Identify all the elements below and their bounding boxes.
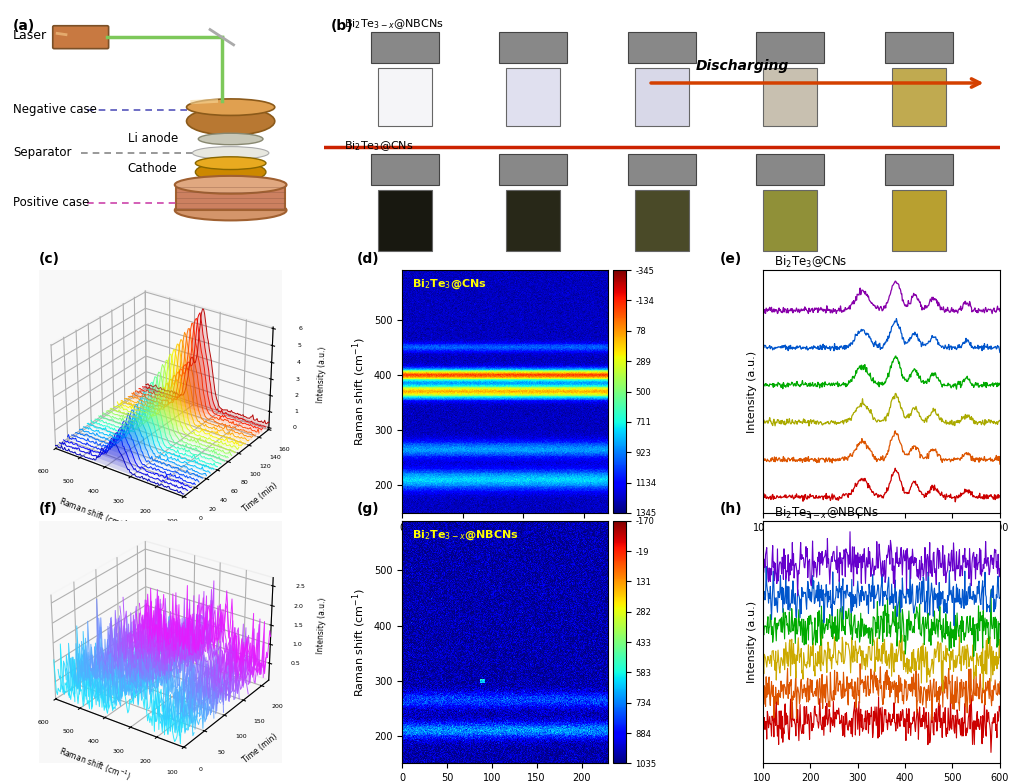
Text: Bi$_2$Te$_{3-x}$@NBCNs: Bi$_2$Te$_{3-x}$@NBCNs — [412, 529, 519, 542]
Text: (g): (g) — [357, 503, 380, 517]
Text: (b): (b) — [330, 20, 352, 34]
Y-axis label: Raman shift (cm$^{-1}$): Raman shift (cm$^{-1}$) — [350, 587, 369, 697]
Ellipse shape — [187, 107, 275, 135]
FancyBboxPatch shape — [53, 26, 109, 49]
Bar — [378, 190, 432, 251]
Bar — [628, 154, 696, 185]
Text: (d): (d) — [357, 252, 380, 266]
Bar — [764, 190, 817, 251]
Bar — [634, 190, 689, 251]
Bar — [892, 190, 945, 251]
Bar — [885, 32, 952, 63]
Text: Bi$_2$Te$_{3-x}$@NBCNs: Bi$_2$Te$_{3-x}$@NBCNs — [775, 504, 880, 521]
Bar — [378, 67, 432, 126]
Y-axis label: Raman shift (cm$^{-1}$): Raman shift (cm$^{-1}$) — [350, 337, 369, 446]
Bar — [499, 32, 567, 63]
Bar — [506, 67, 561, 126]
Bar — [756, 32, 824, 63]
Text: (h): (h) — [720, 503, 742, 517]
X-axis label: Raman shift (cm$^{-1}$): Raman shift (cm$^{-1}$) — [826, 538, 936, 556]
Ellipse shape — [198, 133, 263, 145]
Bar — [892, 67, 945, 126]
Ellipse shape — [193, 146, 269, 160]
X-axis label: Raman shift (cm$^{-1}$): Raman shift (cm$^{-1}$) — [58, 494, 132, 533]
Bar — [506, 190, 561, 251]
Ellipse shape — [175, 176, 287, 193]
Text: Positive case: Positive case — [13, 196, 90, 209]
Bar — [634, 67, 689, 126]
Bar — [756, 154, 824, 185]
Text: Cathode: Cathode — [127, 162, 178, 175]
Text: Bi$_2$Te$_3$@CNs: Bi$_2$Te$_3$@CNs — [343, 139, 413, 153]
Text: Discharging: Discharging — [696, 60, 789, 74]
Text: (a): (a) — [13, 20, 35, 34]
Ellipse shape — [195, 157, 266, 170]
Bar — [885, 154, 952, 185]
X-axis label: Time (min): Time (min) — [475, 538, 535, 548]
Text: Laser: Laser — [13, 30, 47, 42]
Bar — [371, 32, 438, 63]
Text: Bi$_2$Te$_3$@CNs: Bi$_2$Te$_3$@CNs — [412, 278, 487, 291]
Ellipse shape — [195, 162, 266, 182]
Text: Bi$_2$Te$_{3-x}$@NBCNs: Bi$_2$Te$_{3-x}$@NBCNs — [343, 17, 443, 31]
Text: Li anode: Li anode — [127, 132, 178, 146]
Bar — [371, 154, 438, 185]
Text: (c): (c) — [39, 252, 60, 266]
Y-axis label: Time (min): Time (min) — [240, 732, 279, 764]
Text: Separator: Separator — [13, 146, 72, 160]
Y-axis label: Intensity (a.u.): Intensity (a.u.) — [747, 601, 758, 683]
Ellipse shape — [187, 99, 275, 115]
Text: Bi$_2$Te$_3$@CNs: Bi$_2$Te$_3$@CNs — [775, 254, 847, 270]
Bar — [499, 154, 567, 185]
Bar — [764, 67, 817, 126]
Text: (f): (f) — [39, 503, 58, 517]
Polygon shape — [176, 185, 285, 210]
Bar — [628, 32, 696, 63]
Y-axis label: Intensity (a.u.): Intensity (a.u.) — [747, 351, 758, 432]
Text: Negative case: Negative case — [13, 103, 97, 116]
Ellipse shape — [175, 200, 287, 221]
X-axis label: Raman shift (cm$^{-1}$): Raman shift (cm$^{-1}$) — [58, 745, 132, 783]
Text: (e): (e) — [720, 252, 742, 266]
Y-axis label: Time (min): Time (min) — [240, 482, 279, 514]
